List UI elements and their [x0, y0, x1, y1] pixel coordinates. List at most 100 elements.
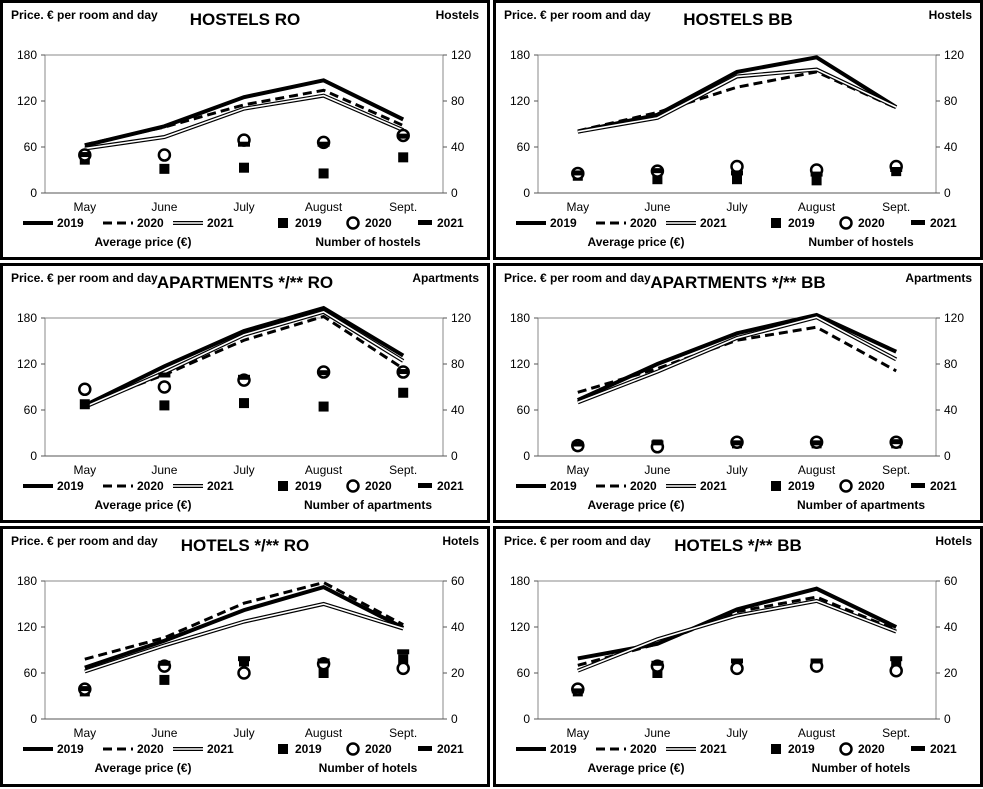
left-tick-label: 60 — [517, 666, 531, 680]
legend-swatch-count-dash — [911, 220, 925, 225]
plot-frame — [537, 580, 937, 720]
legend-price-caption: Average price (€) — [95, 498, 192, 512]
legend-label-price: 2021 — [700, 479, 727, 493]
x-tick-label: August — [798, 726, 836, 740]
left-tick-label: 0 — [523, 712, 530, 726]
legend-label-count: 2021 — [437, 216, 464, 230]
x-tick-label: July — [233, 200, 254, 214]
right-tick-label: 80 — [944, 94, 958, 108]
price-line-2021-inner — [84, 603, 404, 673]
left-tick-label: 120 — [17, 620, 37, 634]
count-marker-dash — [571, 170, 584, 176]
x-tick-label: August — [305, 463, 343, 477]
right-tick-label: 120 — [451, 311, 471, 325]
right-tick-label: 60 — [451, 574, 465, 588]
count-marker-dash — [651, 168, 664, 174]
x-tick-label: July — [726, 726, 747, 740]
right-tick-label: 40 — [451, 403, 465, 417]
count-marker-square — [732, 174, 742, 185]
count-marker-dash — [731, 658, 743, 664]
count-marker-dash — [238, 374, 250, 380]
legend-label-count: 2021 — [437, 742, 464, 756]
right-tick-label: 120 — [944, 48, 964, 62]
left-axis-title: Price. € per room and day — [11, 534, 158, 548]
left-tick-label: 0 — [30, 712, 37, 726]
legend-count-caption: Number of hotels — [319, 761, 418, 775]
x-tick-label: May — [73, 463, 96, 477]
right-tick-label: 0 — [451, 186, 458, 200]
count-marker-dash — [397, 369, 410, 375]
count-marker-dash — [78, 152, 91, 158]
legend-count-caption: Number of hostels — [808, 235, 914, 249]
count-marker-square — [239, 162, 249, 173]
count-marker-square — [652, 668, 663, 678]
price-line-2019 — [84, 584, 405, 670]
price-line-2021-inner — [84, 94, 404, 150]
count-marker-square — [811, 175, 822, 186]
count-marker-circle — [157, 380, 172, 394]
x-tick-label: June — [644, 463, 670, 477]
legend-count-caption: Number of hostels — [315, 235, 421, 249]
chart-panel: Price. € per room and day HOTELS */** RO H… — [0, 526, 490, 787]
left-axis-title: Price. € per room and day — [11, 271, 158, 285]
legend-price-caption: Average price (€) — [588, 498, 685, 512]
legend-label-count: 2020 — [365, 216, 392, 230]
legend-label-price: 2021 — [207, 479, 234, 493]
left-tick-label: 180 — [17, 574, 37, 588]
x-tick-label: August — [798, 463, 836, 477]
count-marker-circle — [730, 159, 744, 174]
left-tick-label: 180 — [510, 48, 530, 62]
chart-panel: Price. € per room and day APARTMENTS */**… — [0, 263, 490, 523]
price-line-2021-inner — [84, 310, 404, 408]
count-marker-square — [652, 174, 663, 185]
chart-svg: Price. € per room and day HOTELS */** RO H… — [11, 534, 479, 775]
count-marker-dash — [397, 133, 410, 139]
x-tick-label: May — [566, 200, 589, 214]
legend-label-price: 2020 — [630, 742, 657, 756]
chart-svg: Price. € per room and day HOTELS */** BB H… — [504, 534, 972, 775]
legend-label-price: 2019 — [57, 742, 84, 756]
x-tick-label: August — [305, 726, 343, 740]
count-marker-square — [239, 398, 249, 409]
count-marker-circle — [237, 666, 251, 680]
right-axis-title: Hotels — [442, 534, 479, 548]
count-marker-circle — [889, 663, 903, 678]
price-line-2020 — [84, 580, 404, 661]
x-tick-label: May — [73, 726, 96, 740]
x-tick-label: July — [726, 463, 747, 477]
left-tick-label: 120 — [17, 94, 37, 108]
count-marker-dash — [317, 658, 330, 664]
legend-price-caption: Average price (€) — [588, 235, 685, 249]
left-tick-label: 60 — [24, 403, 38, 417]
right-tick-label: 60 — [944, 574, 958, 588]
legend-label-price: 2021 — [207, 216, 234, 230]
chart-panel: Price. € per room and day HOSTELS RO Hoste… — [0, 0, 490, 260]
legend-label-count: 2019 — [788, 216, 815, 230]
x-tick-label: July — [726, 200, 747, 214]
legend-label-price: 2019 — [550, 479, 577, 493]
left-tick-label: 120 — [510, 620, 530, 634]
x-tick-label: June — [644, 726, 670, 740]
count-marker-dash — [238, 141, 250, 147]
count-marker-dash — [397, 649, 410, 655]
count-marker-square — [891, 658, 902, 669]
x-tick-label: June — [151, 726, 177, 740]
legend-swatch-count-dash — [418, 746, 432, 751]
chart-title: HOTELS */** RO — [181, 536, 309, 555]
right-tick-label: 120 — [451, 48, 471, 62]
price-line-2021-inner — [577, 600, 897, 672]
count-marker-square — [318, 168, 329, 179]
x-tick-label: Sept. — [389, 463, 417, 477]
legend-label-price: 2020 — [630, 479, 657, 493]
right-tick-label: 40 — [451, 620, 465, 634]
chart-svg: Price. € per room and day APARTMENTS */**… — [504, 271, 972, 512]
price-line-2019 — [83, 305, 405, 408]
count-marker-dash — [238, 656, 250, 662]
count-marker-dash — [731, 440, 743, 446]
left-tick-label: 60 — [24, 140, 38, 154]
left-tick-label: 180 — [510, 311, 530, 325]
count-marker-circle — [157, 148, 172, 162]
left-axis-title: Price. € per room and day — [504, 271, 651, 285]
right-tick-label: 120 — [944, 311, 964, 325]
